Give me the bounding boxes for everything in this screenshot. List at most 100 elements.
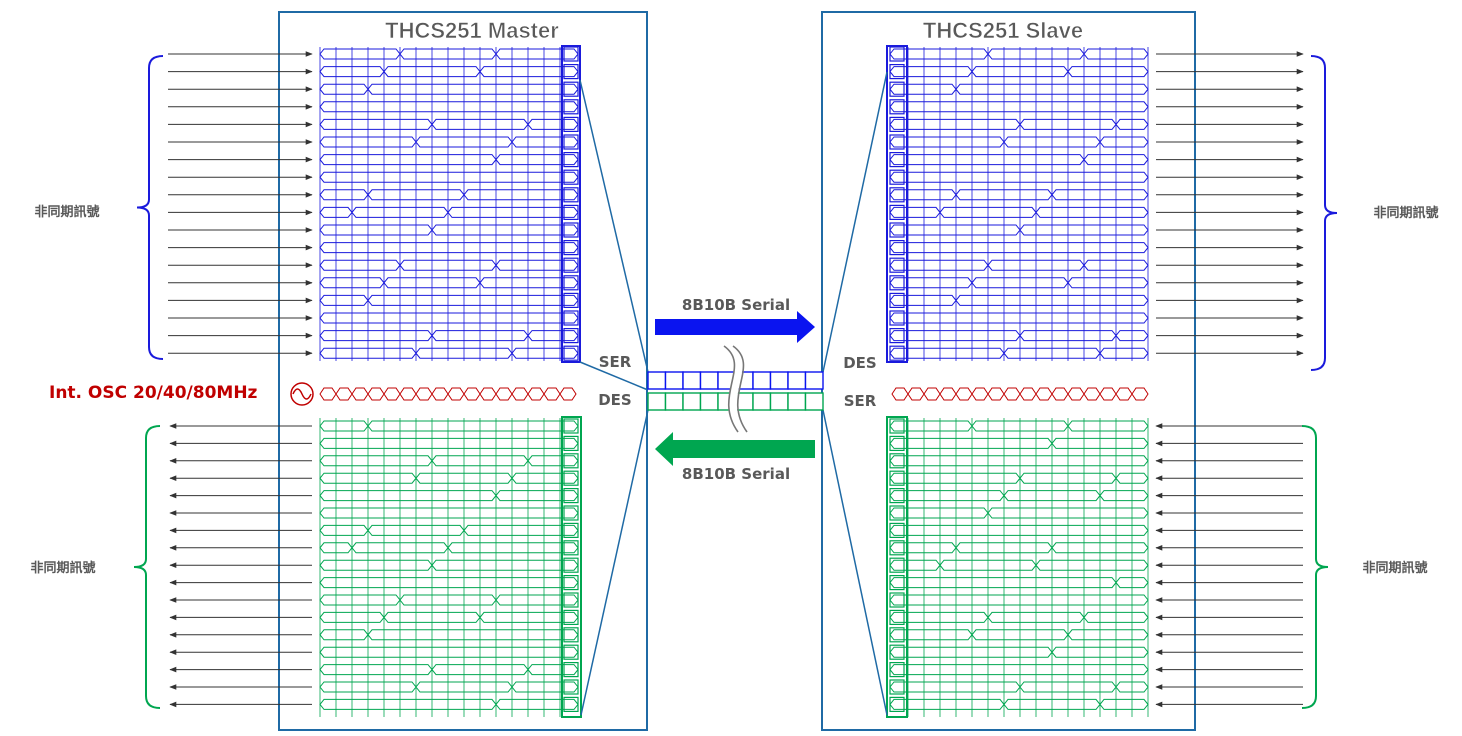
- master-rx-latch-cell: [563, 470, 579, 486]
- slave-tx-latch-cell: [889, 345, 905, 361]
- master-tx-latch-cell: [563, 99, 579, 115]
- slave-rx-signal: [889, 490, 1149, 502]
- slave-tx-signal: [889, 347, 1149, 359]
- master-output-brace: [133, 425, 161, 709]
- master-tx-latch-cell: [563, 169, 579, 185]
- serial-backward-bit-cell: [647, 392, 667, 411]
- master-rx-latch-cell: [563, 435, 579, 451]
- slave-rx-latch-cell: [889, 679, 905, 695]
- slave-rx-register: [886, 416, 908, 718]
- slave-output-group-label: 非同期訊號: [1373, 205, 1438, 221]
- slave-rx-signal: [889, 629, 1149, 641]
- slave-tx-signal: [889, 136, 1149, 148]
- master-rx-latch-cell: [563, 574, 579, 591]
- slave-rx-signal: [889, 681, 1149, 693]
- serial-forward-bit-cell: [664, 371, 684, 390]
- master-rx-latch-cell: [563, 453, 579, 469]
- backward-serial-arrow: [655, 432, 815, 466]
- serial-backward-bit-cell: [804, 392, 824, 411]
- slave-output-brace: [1310, 55, 1338, 371]
- slave-tx-latch-cell: [889, 99, 905, 115]
- slave-rx-signal: [889, 420, 1149, 432]
- serial-backward-bit-cell: [664, 392, 684, 411]
- slave-tx-signal: [889, 206, 1149, 218]
- slave-tx-latch-cell: [889, 169, 905, 185]
- slave-rx-latch-cell: [889, 540, 905, 556]
- slave-tx-latch-cell: [889, 257, 905, 273]
- slave-tx-signal: [889, 101, 1149, 113]
- slave-rx-signal: [889, 507, 1149, 519]
- master-ser-fan-line: [579, 361, 649, 391]
- master-tx-latch-cell: [563, 328, 579, 344]
- slave-tx-latch-cell: [889, 134, 905, 150]
- master-rx-latch-cell: [563, 540, 579, 556]
- master-rx-latch-cell: [563, 488, 579, 504]
- slave-clock-signal: [891, 387, 1149, 401]
- slave-rx-latch-cell: [889, 592, 905, 608]
- serial-forward-bit-cell: [699, 371, 719, 390]
- master-tx-latch-cell: [563, 187, 579, 203]
- master-des-fan-line: [580, 409, 649, 716]
- slave-rx-latch-cell: [889, 488, 905, 504]
- slave-tx-signal: [889, 259, 1149, 271]
- master-tx-latch-cell: [563, 116, 579, 133]
- slave-tx-signal: [889, 189, 1149, 201]
- slave-chip-box: [821, 11, 1196, 731]
- slave-rx-signal: [889, 524, 1149, 536]
- slave-rx-signal: [889, 455, 1149, 467]
- master-tx-latch-cell: [563, 240, 579, 256]
- serial-forward-bit-cell: [682, 371, 702, 390]
- master-tx-latch-cell: [563, 81, 579, 97]
- slave-tx-register: [886, 45, 908, 363]
- oscillator-label: Int. OSC 20/40/80MHz: [49, 383, 258, 403]
- master-tx-latch-cell: [563, 292, 579, 308]
- master-rx-latch-cell: [563, 505, 579, 521]
- master-rx-latch-cell: [563, 592, 579, 608]
- slave-rx-signal: [889, 646, 1149, 658]
- master-des-label: DES: [598, 391, 632, 409]
- slave-rx-latch-cell: [889, 470, 905, 486]
- slave-tx-signal: [889, 118, 1149, 130]
- slave-tx-latch-cell: [889, 275, 905, 291]
- master-ser-fan-line: [579, 79, 649, 373]
- master-input-group-label: 非同期訊號: [34, 204, 99, 220]
- slave-tx-signal: [889, 48, 1149, 60]
- master-tx-latch-cell: [563, 134, 579, 150]
- slave-rx-signal: [889, 611, 1149, 623]
- slave-tx-latch-cell: [889, 116, 905, 133]
- serial-forward-bit-cell: [804, 371, 824, 390]
- slave-tx-latch-cell: [889, 81, 905, 97]
- serial-backward-bit-cell: [699, 392, 719, 411]
- slave-rx-signal: [889, 472, 1149, 484]
- master-tx-latch-cell: [563, 275, 579, 291]
- slave-rx-latch-cell: [889, 453, 905, 469]
- slave-tx-latch-cell: [889, 240, 905, 256]
- slave-ser-fan-line: [822, 409, 888, 716]
- slave-rx-latch-cell: [889, 609, 905, 626]
- slave-rx-signal: [889, 664, 1149, 676]
- slave-rx-latch-cell: [889, 505, 905, 521]
- master-tx-latch-cell: [563, 63, 579, 80]
- serial-forward-bit-cell: [787, 371, 807, 390]
- master-title: THCS251 Master: [385, 18, 559, 43]
- backward-serial-label: 8B10B Serial: [682, 465, 790, 483]
- master-ser-label: SER: [599, 353, 632, 371]
- slave-rx-latch-cell: [889, 418, 905, 434]
- master-tx-latch-cell: [563, 152, 579, 168]
- slave-tx-signal: [889, 312, 1149, 324]
- slave-des-fan-line: [822, 71, 888, 373]
- slave-input-brace: [1301, 425, 1329, 709]
- slave-rx-latch-cell: [889, 696, 905, 713]
- slave-rx-latch-cell: [889, 574, 905, 591]
- slave-tx-latch-cell: [889, 292, 905, 308]
- slave-tx-signal: [889, 277, 1149, 289]
- master-input-brace: [136, 55, 164, 360]
- master-rx-latch-cell: [563, 522, 579, 539]
- master-tx-latch-cell: [563, 222, 579, 238]
- serial-forward-bit-cell: [769, 371, 789, 390]
- slave-tx-latch-cell: [889, 63, 905, 80]
- slave-tx-signal: [889, 171, 1149, 183]
- master-tx-latch-cell: [563, 310, 579, 326]
